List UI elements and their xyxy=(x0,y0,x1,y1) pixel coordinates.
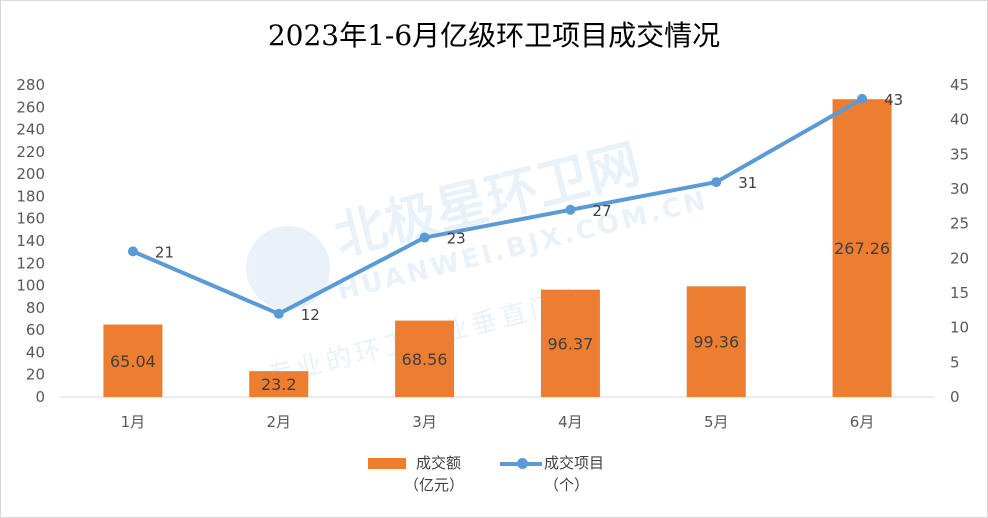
bar-data-label: 267.26 xyxy=(834,239,890,258)
y-right-tick-label: 20 xyxy=(950,249,969,267)
axes: 0 20 40 60 80 100 120 140 160 180 200 220 240 260 280 0… xyxy=(16,76,969,431)
line-data-label: 31 xyxy=(738,174,757,192)
y-left-tick-label: 200 xyxy=(16,165,45,183)
y-left-tick-label: 80 xyxy=(26,299,45,317)
legend-line-label-2: （个） xyxy=(544,476,590,494)
y-left-tick-label: 180 xyxy=(16,187,45,205)
line-data-label: 12 xyxy=(301,306,320,324)
legend-bar-label-2: （亿元） xyxy=(404,476,465,494)
line-point xyxy=(127,246,138,257)
watermark-logo-icon xyxy=(246,226,330,310)
y-right-tick-label: 5 xyxy=(950,353,960,371)
x-tick-label: 1月 xyxy=(121,413,146,431)
bar xyxy=(540,289,600,397)
y-left-tick-label: 220 xyxy=(16,143,45,161)
y-right-tick-label: 0 xyxy=(950,388,960,406)
watermark: 北极星环卫网 HUANWEI.BJX.COM.CN 专业的环卫行业垂直门户 xyxy=(246,134,712,392)
legend-line-marker xyxy=(517,458,528,469)
y-left-tick-label: 120 xyxy=(16,254,45,272)
x-tick-label: 5月 xyxy=(704,413,729,431)
bar-data-label: 23.2 xyxy=(261,375,297,394)
y-right-tick-label: 10 xyxy=(950,319,969,337)
line-point xyxy=(273,308,284,319)
series-line xyxy=(132,97,864,316)
bar xyxy=(686,286,746,397)
y-left-tick-label: 0 xyxy=(35,388,45,406)
x-tick-label: 6月 xyxy=(850,413,875,431)
y-right-tick-label: 15 xyxy=(950,284,969,302)
y-left-tick-label: 20 xyxy=(26,366,45,384)
bar-data-label: 99.36 xyxy=(693,333,739,352)
y-left-tick-label: 160 xyxy=(16,210,45,228)
line-data-label: 23 xyxy=(447,230,466,248)
x-tick-label: 2月 xyxy=(266,413,291,431)
bar xyxy=(103,324,163,397)
line-point xyxy=(565,204,576,215)
x-tick-label: 3月 xyxy=(412,413,437,431)
x-tick-label: 4月 xyxy=(558,413,583,431)
y-left-tick-label: 40 xyxy=(26,343,45,361)
bar-data-label: 96.37 xyxy=(548,334,594,353)
bar xyxy=(395,320,455,397)
line-series: 21 12 23 27 31 43 xyxy=(127,91,903,324)
y-left-tick-label: 140 xyxy=(16,232,45,250)
bar-data-label: 65.04 xyxy=(110,352,156,371)
legend-bar-swatch xyxy=(368,458,406,469)
y-right-tick-label: 40 xyxy=(950,111,969,129)
y-left-tick-label: 60 xyxy=(26,321,45,339)
chart-title: 2023年1-6月亿级环卫项目成交情况 xyxy=(267,19,721,52)
bar xyxy=(832,99,892,398)
y-right-tick-label: 25 xyxy=(950,215,969,233)
legend-bar-label-1: 成交额 xyxy=(416,454,462,472)
bar-series: 65.04 23.2 68.56 96.37 99.36 267.26 xyxy=(103,99,892,398)
line-data-label: 43 xyxy=(884,91,903,109)
line-point xyxy=(419,232,430,243)
line-point xyxy=(711,177,722,188)
y-right-tick-label: 35 xyxy=(950,145,969,163)
y-left-tick-label: 280 xyxy=(16,76,45,94)
line-data-label: 21 xyxy=(155,243,174,261)
y-right-tick-label: 45 xyxy=(950,76,969,94)
y-left-tick-label: 260 xyxy=(16,98,45,116)
y-right-tick-label: 30 xyxy=(950,180,969,198)
y-left-tick-label: 240 xyxy=(16,121,45,139)
line-point xyxy=(857,93,868,104)
bar xyxy=(249,371,309,397)
line-data-label: 27 xyxy=(592,202,611,220)
legend-line-label-1: 成交项目 xyxy=(544,454,605,472)
y-left-tick-label: 100 xyxy=(16,277,45,295)
bar-data-label: 68.56 xyxy=(402,350,448,369)
